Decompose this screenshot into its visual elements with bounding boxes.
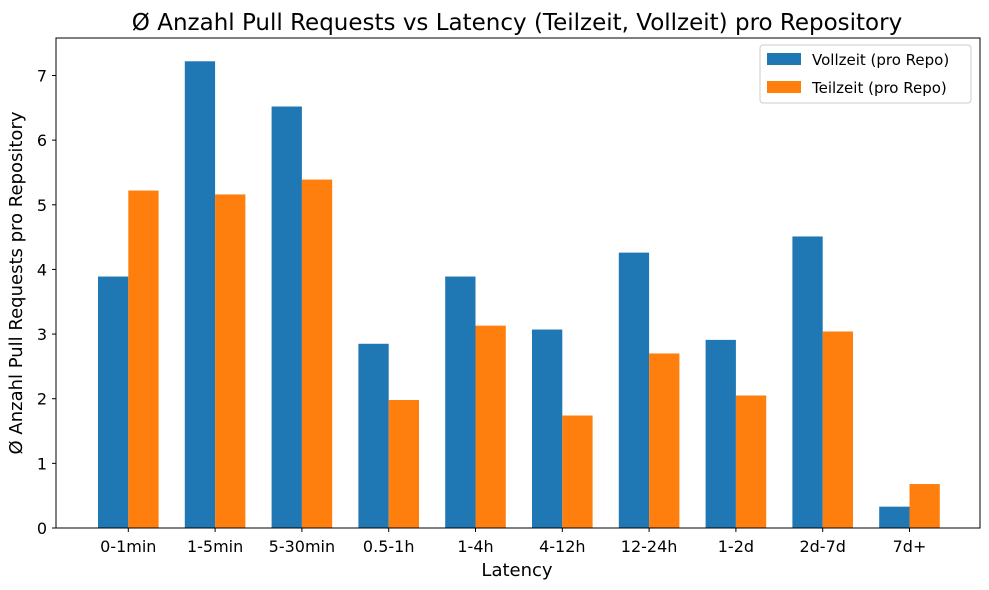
legend-label-vollzeit: Vollzeit (pro Repo)	[812, 51, 949, 69]
legend-label-teilzeit: Teilzeit (pro Repo)	[811, 79, 947, 97]
bar-teilzeit-4-12h	[562, 415, 593, 528]
y-tick-label: 6	[37, 131, 47, 150]
x-tick-label: 2d-7d	[799, 537, 845, 556]
chart-title: Ø Anzahl Pull Requests vs Latency (Teilz…	[132, 10, 902, 36]
bar-teilzeit-0-1min	[128, 190, 159, 528]
bar-vollzeit-1-4h	[445, 276, 476, 528]
x-tick-label: 7d+	[893, 537, 927, 556]
bar-teilzeit-1-4h	[475, 325, 506, 528]
bar-teilzeit-7d+	[909, 484, 940, 528]
y-tick-label: 7	[37, 66, 47, 85]
y-tick-label: 0	[37, 519, 47, 538]
y-tick-label: 4	[37, 260, 47, 279]
bar-vollzeit-5-30min	[271, 106, 302, 529]
bar-teilzeit-2d-7d	[822, 331, 853, 528]
bar-vollzeit-2d-7d	[792, 236, 823, 528]
bar-vollzeit-7d+	[879, 506, 910, 528]
y-tick-label: 2	[37, 390, 47, 409]
y-tick-label: 3	[37, 325, 47, 344]
plot-frame	[55, 37, 981, 529]
x-axis-ticks: 0-1min 1-5min 5-30min 0.5-1h 1-4h 4-12h 12-24h…	[100, 528, 926, 556]
bars-group	[98, 61, 940, 529]
x-tick-label: 0-1min	[100, 537, 156, 556]
y-tick-label: 1	[37, 454, 47, 473]
bar-teilzeit-1-2d	[735, 395, 767, 528]
bar-vollzeit-0-1min	[98, 276, 129, 528]
bar-teilzeit-0.5-1h	[388, 400, 419, 528]
x-tick-label: 1-2d	[718, 537, 754, 556]
legend-box	[759, 44, 972, 104]
y-axis-label: Ø Anzahl Pull Requests pro Repository	[6, 111, 27, 454]
bar-vollzeit-1-2d	[705, 339, 736, 528]
bar-vollzeit-1-5min	[184, 61, 216, 529]
x-axis-label: Latency	[481, 560, 552, 581]
bar-vollzeit-4-12h	[532, 329, 563, 528]
x-tick-label: 0.5-1h	[363, 537, 415, 556]
x-tick-label: 1-5min	[187, 537, 243, 556]
y-axis-ticks: 0 1 2 3 4 5 6 7	[37, 66, 56, 538]
bar-teilzeit-1-5min	[215, 194, 246, 528]
bar-teilzeit-12-24h	[649, 353, 680, 528]
legend-swatch-teilzeit	[767, 81, 801, 93]
x-tick-label: 1-4h	[457, 537, 493, 556]
y-tick-label: 5	[37, 196, 47, 215]
x-tick-label: 4-12h	[539, 537, 585, 556]
legend-swatch-vollzeit	[767, 53, 801, 65]
legend: Vollzeit (pro Repo) Teilzeit (pro Repo)	[759, 44, 972, 104]
bar-teilzeit-5-30min	[301, 179, 333, 528]
bar-vollzeit-12-24h	[618, 252, 650, 528]
x-tick-label: 5-30min	[269, 537, 335, 556]
bar-vollzeit-0.5-1h	[358, 343, 389, 528]
x-tick-label: 12-24h	[621, 537, 678, 556]
